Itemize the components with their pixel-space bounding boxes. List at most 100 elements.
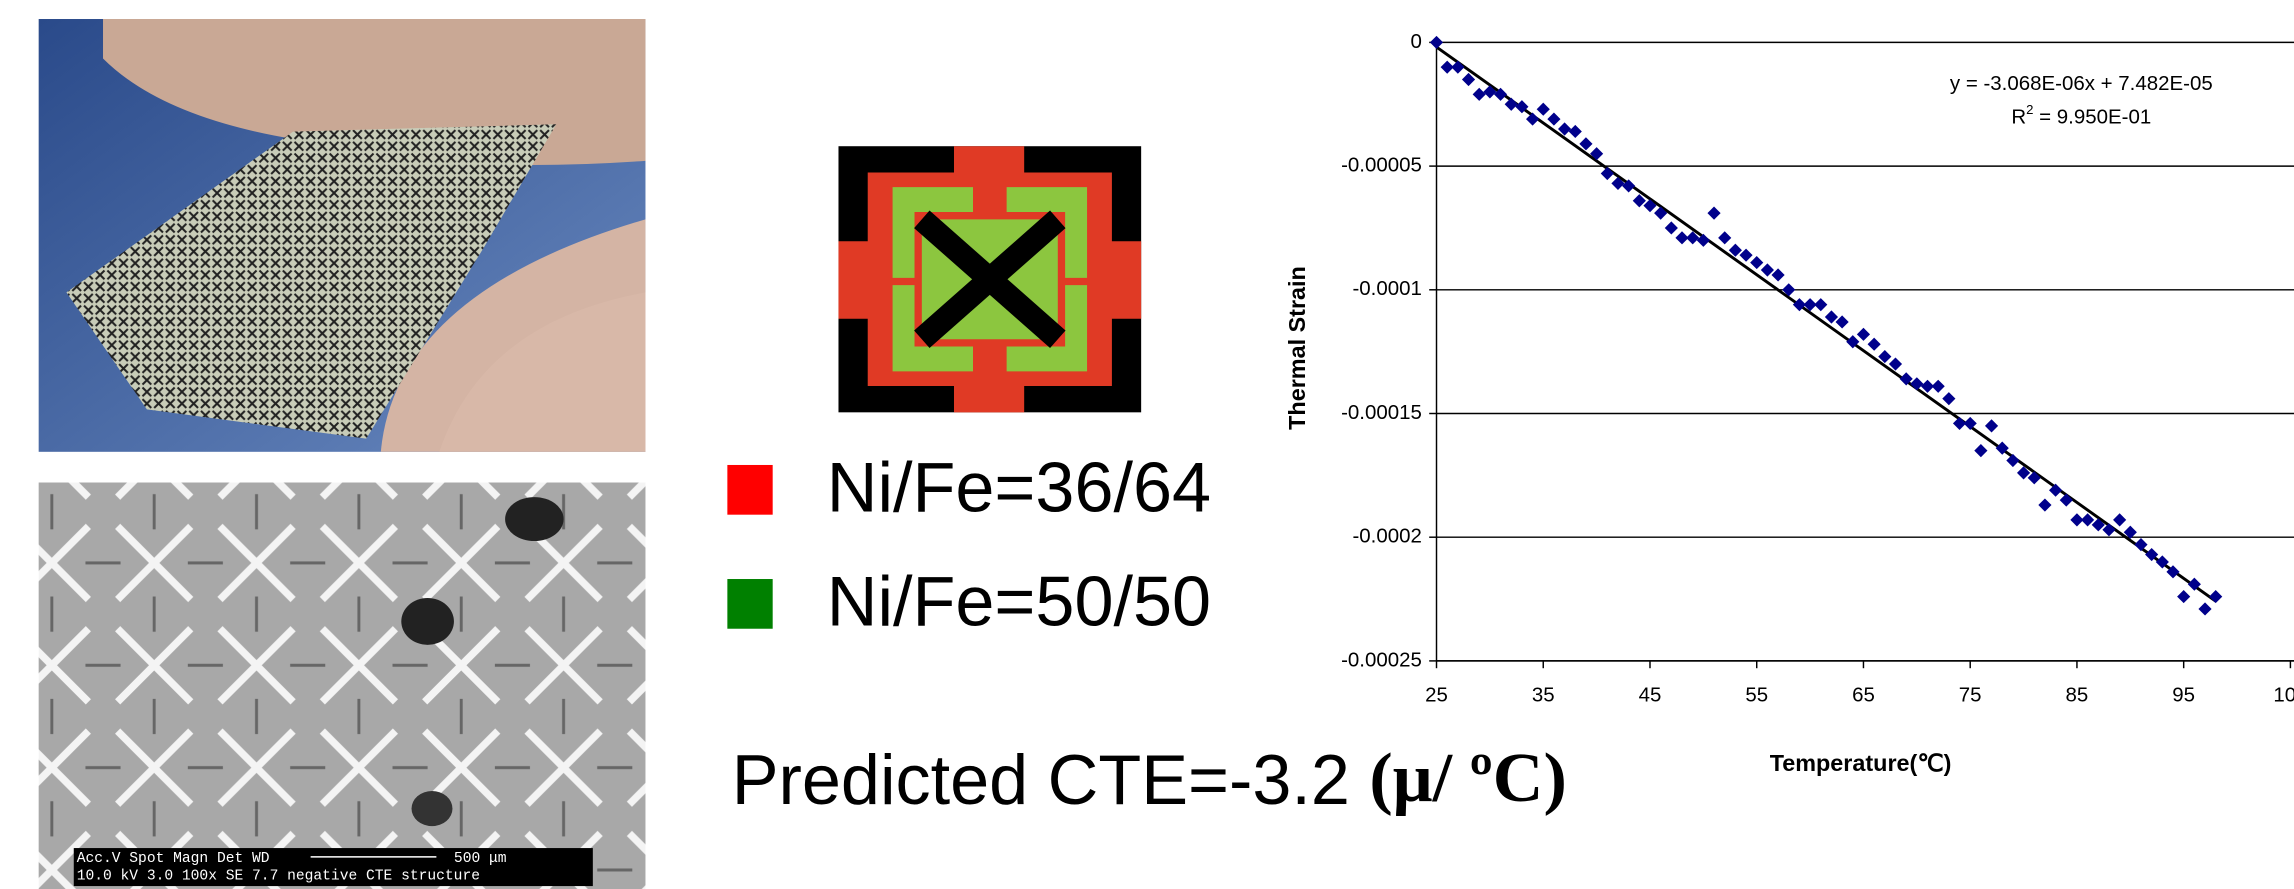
x-tick-label: 75 [1959, 683, 1982, 706]
data-point [1782, 283, 1796, 297]
x-tick-label: 95 [2172, 683, 2195, 706]
photo [38, 19, 646, 452]
data-point [2155, 555, 2169, 569]
data-point [1579, 137, 1593, 151]
data-point [1611, 176, 1625, 191]
material-legend: Ni/Fe=36/64 Ni/Fe=50/50 [727, 447, 1211, 640]
data-point [1451, 60, 1465, 74]
data-point [1440, 60, 1454, 74]
data-point [1493, 87, 1508, 101]
data-point [1878, 350, 1892, 364]
data-point [1835, 315, 1849, 329]
y-tick-label: -0.00015 [1341, 401, 1422, 424]
data-point [2027, 471, 2041, 485]
y-axis-label: Thermal Strain [1284, 266, 1310, 430]
data-point [1568, 124, 1582, 139]
data-point [1558, 122, 1572, 136]
unit-cell [838, 146, 1142, 413]
data-point [1771, 268, 1785, 282]
data-point [2134, 538, 2148, 552]
data-point [1664, 221, 1678, 235]
data-point [1824, 310, 1839, 324]
sem-caption: 10.0 kV 3.0 100x SE 7.7 negative CTE str… [77, 869, 480, 885]
x-axis-label: Temperature(℃) [1770, 750, 1952, 776]
legend-label: Ni/Fe=36/64 [827, 447, 1211, 526]
legend-swatch [727, 579, 773, 629]
data-point [1643, 199, 1657, 213]
data-point [1622, 179, 1636, 193]
data-point [1504, 97, 1518, 111]
y-tick-label: -0.00025 [1341, 648, 1422, 671]
y-tick-label: -0.0002 [1352, 525, 1421, 548]
data-point [1461, 72, 1476, 87]
x-tick-label: 55 [1745, 683, 1768, 706]
sem-image: Acc.V Spot Magn Det WD 500 μm 10.0 kV 3.… [38, 482, 646, 889]
data-point [1696, 233, 1710, 247]
data-point [2070, 513, 2084, 527]
chart: Thermal Strain Temperature(℃) y = -3.068… [1284, 30, 2294, 776]
trendline [1435, 45, 2217, 603]
data-point [1750, 256, 1764, 270]
x-tick-label: 35 [1532, 683, 1555, 706]
data-point [1995, 441, 2009, 455]
data-point [1760, 263, 1774, 277]
data-point [1654, 206, 1668, 220]
data-point [2198, 602, 2212, 616]
data-point [1920, 379, 1935, 393]
x-tick-label: 45 [1639, 683, 1662, 706]
data-point [1472, 87, 1486, 101]
data-point [2049, 483, 2063, 497]
data-point [1728, 243, 1742, 257]
data-point [1547, 112, 1561, 126]
data-point [1675, 231, 1689, 245]
data-point [1803, 298, 1817, 312]
trend-equation: y = -3.068E-06x + 7.482E-05 [1950, 72, 2213, 95]
y-tick-label: 0 [1410, 30, 1421, 53]
data-point [1707, 206, 1721, 220]
y-tick-label: -0.0001 [1352, 277, 1421, 300]
data-point [1590, 147, 1604, 161]
data-point [1867, 337, 1881, 351]
data-point [1910, 377, 1924, 391]
data-point [2059, 493, 2073, 507]
y-tick-label: -0.00005 [1341, 154, 1422, 177]
data-point [1846, 335, 1860, 349]
data-point [1429, 35, 1444, 49]
prediction: Predicted CTE=-3.2 (μ/ ºC) [732, 739, 1567, 818]
data-point [1600, 166, 1614, 181]
data-point [1888, 357, 1903, 371]
data-point [2209, 589, 2223, 604]
data-point [2006, 453, 2020, 468]
r-sup: 2 [2026, 103, 2033, 118]
prediction-unit: (μ/ ºC) [1369, 739, 1566, 817]
data-point [2038, 498, 2052, 512]
x-tick-label: 105 [2273, 683, 2294, 706]
r-rest: = 9.950E-01 [2033, 106, 2151, 129]
data-point [1899, 372, 1913, 386]
data-point [1536, 102, 1550, 116]
data-point [1963, 416, 1977, 430]
data-point [1856, 327, 1871, 341]
r-squared: R2 = 9.950E-01 [2011, 103, 2151, 129]
x-tick-label: 65 [1852, 683, 1875, 706]
r-base: R [2011, 106, 2026, 129]
data-point [1952, 416, 1967, 430]
data-point [1686, 231, 1700, 245]
data-point [1792, 298, 1807, 312]
legend-label: Ni/Fe=50/50 [827, 561, 1211, 640]
data-point [2113, 513, 2127, 527]
data-point [1984, 419, 1999, 433]
legend-swatch [727, 464, 773, 515]
data-point [1974, 444, 1988, 458]
data-point [1814, 298, 1828, 312]
data-point [2177, 589, 2191, 604]
data-point [1739, 248, 1753, 262]
data-point [1718, 231, 1732, 245]
data-point [1515, 100, 1529, 114]
prediction-text: Predicted CTE=-3.2 [732, 740, 1370, 819]
data-point [1525, 112, 1540, 126]
data-point [1632, 194, 1646, 208]
data-point [2016, 466, 2031, 480]
